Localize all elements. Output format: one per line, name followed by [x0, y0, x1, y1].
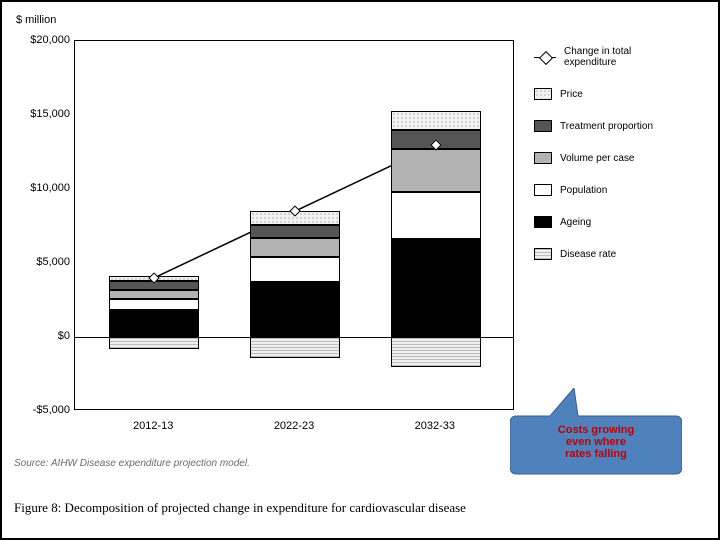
xtick-2: 2032-33 [395, 420, 475, 432]
ytick-3: $5,000 [22, 256, 70, 268]
callout-line2: even where [566, 436, 626, 448]
bar-group [250, 41, 340, 411]
legend-swatch-icon [534, 216, 552, 228]
legend: Change in totalexpenditure Price Treatment… [534, 46, 653, 280]
legend-item-treatment: Treatment proportion [534, 120, 653, 132]
legend-swatch-icon [534, 248, 552, 260]
bar-seg-volume [109, 290, 199, 299]
bar-seg-treatment [250, 225, 340, 238]
callout-line1: Costs growing [558, 424, 634, 436]
legend-item-volume: Volume per case [534, 152, 653, 164]
legend-label: Volume per case [560, 153, 635, 164]
legend-label: Change in totalexpenditure [564, 46, 631, 68]
ytick-5: -$5,000 [22, 404, 70, 416]
ytick-2: $10,000 [22, 182, 70, 194]
legend-item-total: Change in totalexpenditure [534, 46, 653, 68]
bar-seg-disease [109, 337, 199, 349]
bar-seg-ageing [391, 239, 481, 337]
legend-item-disease: Disease rate [534, 248, 653, 260]
bar-seg-ageing [109, 310, 199, 337]
figure-caption: Figure 8: Decomposition of projected cha… [14, 500, 466, 516]
bar-group [391, 41, 481, 411]
bar-seg-population [250, 257, 340, 282]
callout-line3: rates falling [565, 448, 627, 460]
ytick-4: $0 [22, 330, 70, 342]
legend-swatch-icon [534, 120, 552, 132]
bar-seg-disease [250, 337, 340, 358]
bar-seg-volume [250, 238, 340, 257]
bar-seg-population [391, 192, 481, 239]
bar-seg-disease [391, 337, 481, 367]
bar-seg-ageing [250, 282, 340, 337]
bar-seg-population [109, 299, 199, 311]
legend-label: Ageing [560, 217, 591, 228]
ytick-1: $15,000 [22, 108, 70, 120]
ytick-0: $20,000 [22, 34, 70, 46]
plot-area [74, 40, 514, 410]
legend-label: Price [560, 89, 583, 100]
legend-item-ageing: Ageing [534, 216, 653, 228]
legend-item-population: Population [534, 184, 653, 196]
callout-bubble: Costs growing even where rates falling [510, 388, 682, 478]
bar-group [109, 41, 199, 411]
legend-swatch-icon [534, 152, 552, 164]
y-axis-title: $ million [16, 14, 56, 26]
legend-line-icon [534, 51, 556, 63]
xtick-0: 2012-13 [113, 420, 193, 432]
legend-label: Disease rate [560, 249, 616, 260]
legend-swatch-icon [534, 184, 552, 196]
legend-swatch-icon [534, 88, 552, 100]
source-note: Source: AIHW Disease expenditure project… [14, 458, 250, 469]
bar-seg-price [391, 111, 481, 130]
legend-item-price: Price [534, 88, 653, 100]
xtick-1: 2022-23 [254, 420, 334, 432]
chart-container: $ million $20,000 $15,000 $10,000 $5,000… [12, 10, 712, 534]
legend-label: Population [560, 185, 607, 196]
legend-label: Treatment proportion [560, 121, 653, 132]
bar-seg-volume [391, 149, 481, 192]
